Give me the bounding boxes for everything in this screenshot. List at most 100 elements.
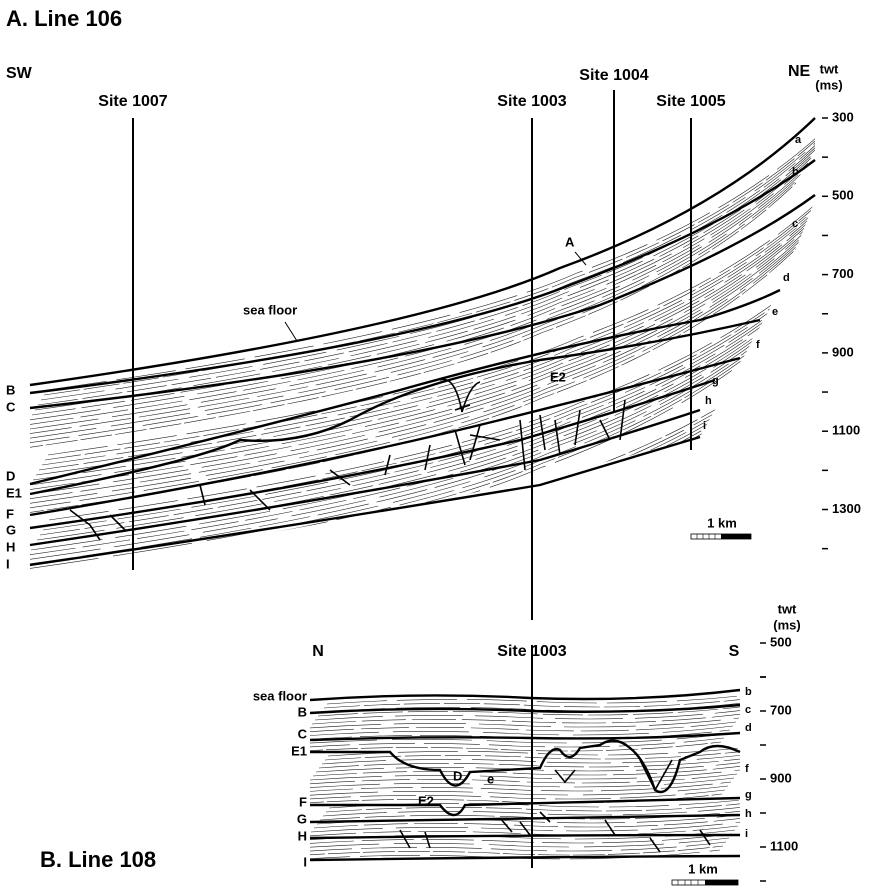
horizon [29,435,701,567]
unit-label: b [792,166,799,178]
unit-label: c [792,218,798,230]
horizon-label: C [6,399,16,414]
panel-title: B. Line 108 [40,847,156,872]
horizon [309,703,741,715]
horizon-label: G [297,811,307,826]
site-label: Site 1004 [579,67,648,84]
horizon [29,408,701,547]
unit-label: e [772,306,778,318]
reflector [310,717,740,729]
panel-title: A. Line 106 [6,6,122,31]
reflector [34,142,815,411]
unit-label: a [795,134,802,146]
horizon [309,731,741,742]
fault [399,759,711,853]
scale-bar [671,879,739,886]
unit-label: f [745,763,749,775]
annotation: e [487,771,494,786]
horizon [29,194,816,410]
axis-title: twt [778,601,797,616]
unit-label: h [705,395,712,407]
horizon [29,288,781,486]
horizon-label: I [6,556,10,571]
annotation-arrow [284,321,298,342]
horizon-label: B [298,704,307,719]
unit-label: g [712,375,719,387]
site-label: Site 1005 [656,93,725,110]
annotation: E2 [550,369,566,384]
horizon-label: E1 [291,743,307,758]
reflector [46,122,815,391]
reflector [311,713,740,725]
reflector [310,721,737,733]
unit-label: g [745,789,752,801]
horizons [29,117,816,567]
reflector [310,837,730,849]
axis-tick-label: 1100 [770,838,798,853]
horizon-label: B [6,382,15,397]
annotation: A [565,234,575,249]
site-label: Site 1003 [497,643,566,660]
horizon [309,688,741,702]
reflector [43,127,815,396]
horizon-label: I [303,854,307,869]
scale-bar-label: 1 km [688,861,718,876]
axis-tick-label: 700 [832,266,854,281]
scale-bar [690,533,752,540]
horizon [310,796,741,817]
horizons [309,688,741,862]
fault [439,378,481,413]
axis-tick-label: 500 [832,188,854,203]
reflector [44,192,815,461]
horizon [29,159,816,395]
horizon-label: sea floor [253,688,307,703]
unit-label: d [745,722,752,734]
horizon-label: D [6,468,15,483]
axis-tick-label: 300 [832,109,854,124]
unit-label: f [756,339,760,351]
annotation-arrow [574,251,587,266]
horizon-label: E1 [6,485,22,500]
reflector [38,202,815,471]
reflector [310,841,727,853]
horizon [29,117,816,387]
reflector [321,753,740,765]
axis-tick-label: 700 [770,702,792,717]
horizon [29,356,741,517]
horizon [310,739,741,794]
unit-label: i [745,828,748,840]
axis-title: twt [820,61,839,76]
reflector [322,805,740,817]
axis-tick-label: 900 [770,770,792,785]
reflector [310,725,734,737]
annotation: sea floor [243,302,297,317]
axis-unit: (ms) [815,77,842,92]
direction-label: N [312,643,324,660]
horizon [309,854,741,862]
horizon [309,813,741,824]
reflector [35,207,815,476]
site-label: Site 1007 [98,93,167,110]
unit-label: b [745,686,752,698]
annotation: D [453,768,462,783]
direction-label: S [729,643,740,660]
direction-label: SW [6,65,33,82]
axis-tick-label: 900 [832,344,854,359]
unit-label: d [783,272,790,284]
horizon-label: H [298,828,307,843]
fault [69,399,626,541]
horizon-label: G [6,522,16,537]
unit-label: i [703,420,706,432]
axis-unit: (ms) [773,617,800,632]
horizon [309,833,741,840]
site-label: Site 1003 [497,93,566,110]
reflector [47,187,815,456]
direction-label: NE [788,63,811,80]
reflector [310,741,722,753]
reflector [40,132,815,401]
horizon [29,318,761,496]
axis-tick-label: 1300 [832,501,861,516]
axis-tick-label: 500 [770,634,792,649]
